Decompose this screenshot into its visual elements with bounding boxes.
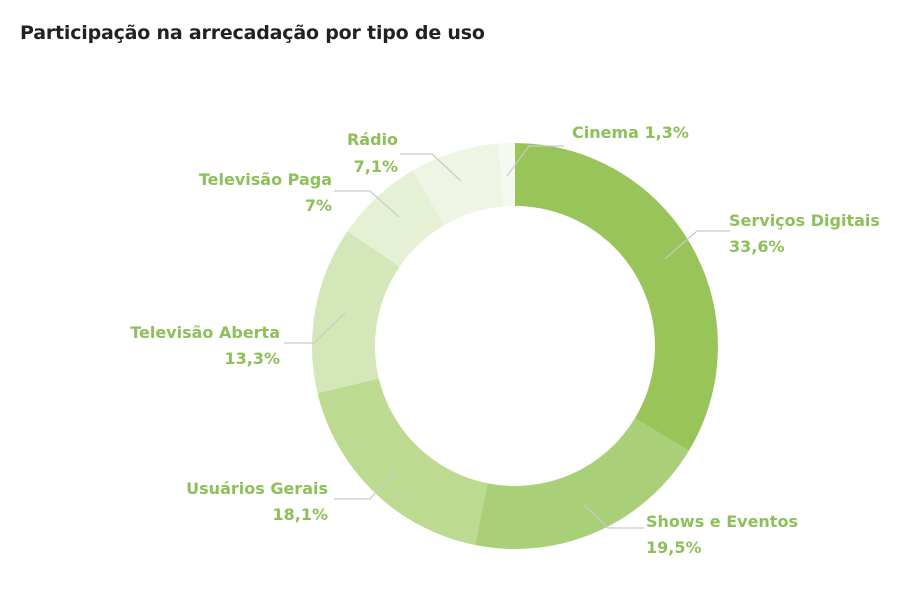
slice-labels: Serviços Digitais 33,6% Shows e Eventos 19,…: [130, 123, 880, 557]
label-name-televisao-paga: Televisão Paga: [199, 170, 332, 189]
leader-line: [400, 153, 462, 182]
slice-usuarios-gerais: [317, 378, 488, 546]
slice-radio: [412, 143, 504, 226]
label-name-usuarios-gerais: Usuários Gerais: [186, 479, 328, 498]
leader-line: [284, 312, 346, 344]
label-value-televisao-aberta: 13,3%: [224, 349, 280, 368]
label-value-televisao-paga: 7%: [305, 196, 332, 215]
slice-shows-e-eventos: [475, 418, 689, 549]
slice-televisao-aberta: [312, 231, 400, 394]
donut-slices: [312, 143, 719, 549]
label-name-radio: Rádio: [347, 130, 398, 149]
leader-line: [506, 145, 564, 177]
label-name-televisao-aberta: Televisão Aberta: [130, 323, 280, 342]
leader-line: [334, 190, 400, 218]
label-value-usuarios-gerais: 18,1%: [272, 505, 328, 524]
chart-title: Participação na arrecadação por tipo de …: [20, 22, 485, 44]
leader-line: [582, 503, 644, 529]
leader-lines: [284, 145, 730, 529]
label-value-shows-e-eventos: 19,5%: [646, 538, 702, 557]
slice-servicos-digitais: [515, 143, 719, 451]
label-value-radio: 7,1%: [354, 157, 398, 176]
leader-line: [334, 470, 396, 500]
slice-televisao-paga: [347, 170, 445, 267]
label-cinema: Cinema 1,3%: [572, 123, 689, 142]
label-value-servicos-digitais: 33,6%: [729, 237, 785, 256]
label-name-shows-e-eventos: Shows e Eventos: [646, 512, 798, 531]
slice-cinema: [498, 143, 515, 207]
leader-line: [664, 230, 730, 260]
label-name-servicos-digitais: Serviços Digitais: [729, 211, 880, 230]
